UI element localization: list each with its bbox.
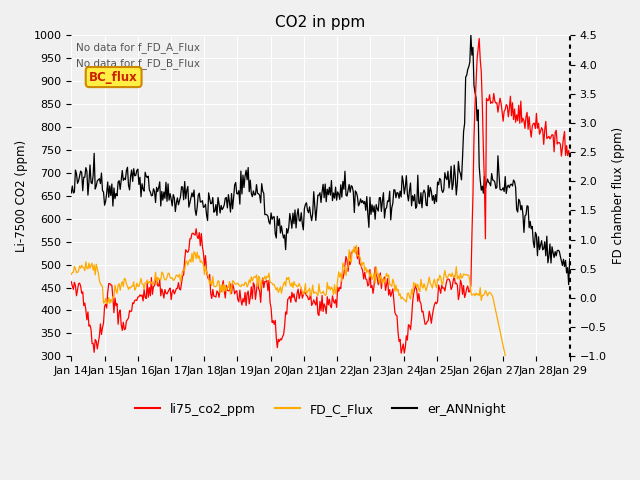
Y-axis label: FD chamber flux (ppm): FD chamber flux (ppm) [612,127,625,264]
Title: CO2 in ppm: CO2 in ppm [275,15,365,30]
Text: No data for f_FD_A_Flux: No data for f_FD_A_Flux [76,42,200,53]
Text: No data for f_FD_B_Flux: No data for f_FD_B_Flux [76,58,200,69]
Y-axis label: Li-7500 CO2 (ppm): Li-7500 CO2 (ppm) [15,140,28,252]
Legend: li75_co2_ppm, FD_C_Flux, er_ANNnight: li75_co2_ppm, FD_C_Flux, er_ANNnight [130,398,511,420]
Text: BC_flux: BC_flux [89,71,138,84]
